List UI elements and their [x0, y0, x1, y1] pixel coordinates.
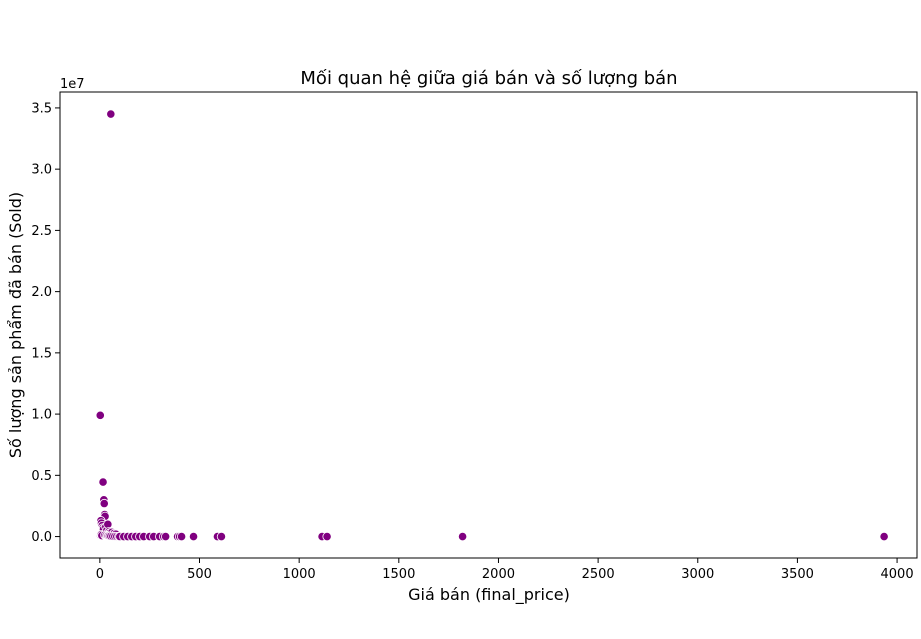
chart-title: Mối quan hệ giữa giá bán và số lượng bán	[300, 68, 677, 89]
x-tick-label: 2500	[582, 567, 615, 582]
data-point	[106, 109, 116, 119]
y-tick-label: 3.0	[31, 163, 52, 178]
plot-area-frame	[59, 91, 918, 559]
data-point	[161, 531, 171, 542]
x-tick-label: 4000	[881, 567, 914, 582]
y-tick-label: 1.5	[31, 346, 52, 361]
x-axis-label: Giá bán (final_price)	[408, 585, 570, 605]
x-tick-label: 1500	[382, 567, 415, 582]
y-tick-label: 0.0	[31, 530, 52, 545]
data-point	[188, 531, 199, 542]
data-point	[95, 410, 105, 420]
data-point	[457, 531, 468, 542]
y-axis-label: Số lượng sản phẩm đã bán (Sold)	[6, 192, 25, 458]
y-tick-label: 1.0	[31, 408, 52, 423]
y-tick-label: 0.5	[31, 469, 52, 484]
x-tick-label: 0	[96, 567, 104, 582]
y-tick-label: 3.5	[31, 101, 52, 116]
y-tick-label: 2.5	[31, 224, 52, 239]
data-point	[879, 531, 889, 542]
data-points	[95, 109, 889, 542]
data-point	[322, 531, 332, 542]
data-point	[98, 477, 108, 487]
x-axis-ticks: 0 500 1000 1500 2000 2500 3000 3500 4000	[96, 558, 914, 582]
y-tick-label: 2.0	[31, 285, 52, 300]
y-scale-label: 1e7	[60, 77, 85, 92]
x-tick-label: 500	[187, 567, 212, 582]
data-point	[99, 498, 109, 509]
x-tick-label: 3000	[681, 567, 714, 582]
data-point	[216, 531, 227, 542]
x-tick-label: 3500	[781, 567, 814, 582]
x-tick-label: 2000	[482, 567, 515, 582]
y-axis-ticks: 0.0 0.5 1.0 1.5 2.0 2.5 3.0 3.5	[31, 101, 60, 545]
x-tick-label: 1000	[283, 567, 316, 582]
data-point	[176, 531, 187, 542]
